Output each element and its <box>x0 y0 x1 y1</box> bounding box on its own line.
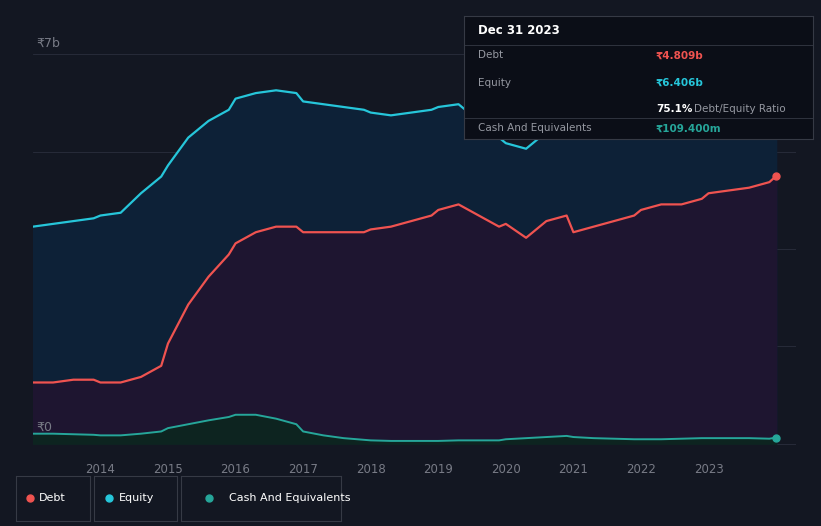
Text: Debt/Equity Ratio: Debt/Equity Ratio <box>695 104 786 114</box>
Text: Equity: Equity <box>478 78 511 88</box>
Text: Debt: Debt <box>478 50 503 60</box>
Text: Debt: Debt <box>39 493 66 503</box>
Text: Cash And Equivalents: Cash And Equivalents <box>228 493 350 503</box>
Text: Cash And Equivalents: Cash And Equivalents <box>478 123 591 133</box>
Text: Dec 31 2023: Dec 31 2023 <box>478 24 560 37</box>
Text: ₹0: ₹0 <box>37 421 53 434</box>
Text: Equity: Equity <box>119 493 154 503</box>
Text: ₹6.406b: ₹6.406b <box>656 78 704 88</box>
Text: ₹109.400m: ₹109.400m <box>656 123 722 133</box>
Text: ₹7b: ₹7b <box>37 37 61 50</box>
Text: ₹4.809b: ₹4.809b <box>656 50 704 60</box>
Text: 75.1%: 75.1% <box>656 104 692 114</box>
